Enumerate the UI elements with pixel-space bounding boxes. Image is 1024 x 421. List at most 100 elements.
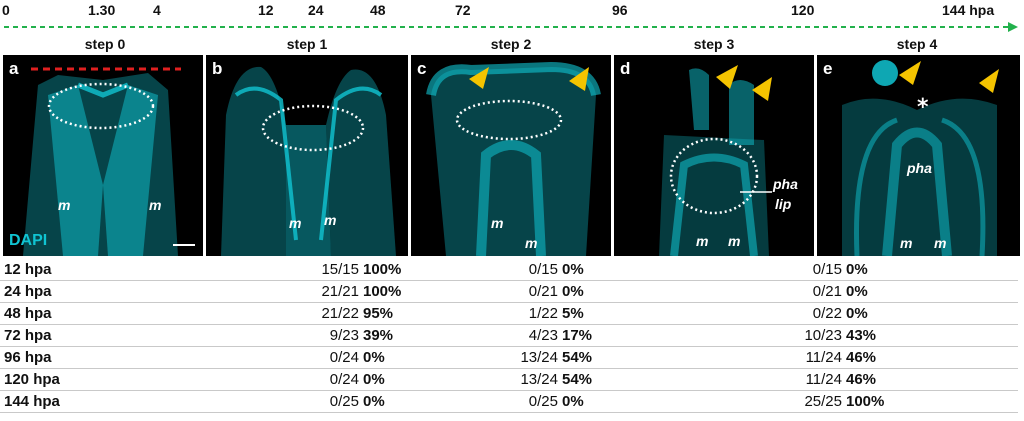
timeline-label: 96 (612, 2, 628, 18)
table-cell-s1-pct: 0% (363, 390, 463, 413)
mesoderm-label: m (324, 212, 337, 228)
mesoderm-label: m (900, 235, 913, 251)
results-table: 12 hpa 15/15 100% 0/15 0% 0/15 0% 24 hpa 21/21 10… (0, 259, 1018, 413)
panel-d: d pha lip m m (614, 55, 814, 256)
table-cell-s3-pct: 43% (846, 324, 1018, 347)
table-cell-s3-count: 10/23 (742, 324, 846, 347)
mesoderm-label: m (491, 215, 504, 231)
panel-e: e * pha m m (817, 55, 1020, 256)
asterisk-marker: * (917, 95, 929, 120)
table-cell-s2-count: 0/21 (463, 280, 562, 303)
table-cell-time: 96 hpa (0, 346, 144, 369)
panel-letter: d (620, 59, 631, 78)
table-cell-s2-pct: 54% (562, 368, 742, 391)
table-cell-s1-count: 0/24 (144, 346, 363, 369)
table-row: 48 hpa 21/22 95% 1/22 5% 0/22 0% (0, 302, 1018, 325)
panel-letter: a (9, 59, 19, 78)
table-cell-s3-pct: 100% (846, 390, 1018, 413)
table-cell-s3-count: 0/15 (742, 259, 846, 281)
table-cell-s1-count: 9/23 (144, 324, 363, 347)
table-cell-s1-count: 0/24 (144, 368, 363, 391)
stain-label: DAPI (9, 232, 48, 249)
table-cell-s1-pct: 95% (363, 302, 463, 325)
table-cell-s3-pct: 46% (846, 368, 1018, 391)
mesoderm-label: m (934, 235, 947, 251)
micrograph-d (659, 65, 772, 256)
table-cell-s1-pct: 0% (363, 368, 463, 391)
timeline-label: 0 (2, 2, 10, 18)
step-title: step 0 (84, 36, 126, 52)
timeline-label: 72 (455, 2, 471, 18)
mesoderm-label: m (728, 233, 741, 249)
table-cell-s2-count: 0/25 (463, 390, 562, 413)
micrograph-b (221, 66, 396, 256)
pharynx-label: pha (907, 160, 932, 176)
mesoderm-label: m (696, 233, 709, 249)
timeline-label: 1.30 (88, 2, 116, 18)
table-cell-time: 48 hpa (0, 302, 144, 325)
pharynx-label: pha (773, 176, 798, 192)
table-cell-s1-pct: 100% (363, 259, 463, 281)
table-cell-s2-count: 4/23 (463, 324, 562, 347)
table-cell-s2-pct: 54% (562, 346, 742, 369)
table-cell-s2-count: 0/15 (463, 259, 562, 281)
table-cell-s1-count: 15/15 (144, 259, 363, 281)
mesoderm-label: m (149, 197, 162, 213)
lip-label: lip (775, 196, 792, 212)
timeline-label: 24 (308, 2, 324, 18)
step-title: step 3 (693, 36, 735, 52)
mesoderm-label: m (525, 235, 538, 251)
table-cell-time: 72 hpa (0, 324, 144, 347)
table-cell-s3-count: 11/24 (742, 368, 846, 391)
table-cell-s3-count: 0/22 (742, 302, 846, 325)
panel-a: a m m DAPI (3, 55, 203, 256)
table-cell-s3-count: 25/25 (742, 390, 846, 413)
table-cell-s1-count: 0/25 (144, 390, 363, 413)
table-cell-s2-pct: 0% (562, 280, 742, 303)
panel-letter: e (823, 59, 833, 78)
table-cell-time: 24 hpa (0, 280, 144, 303)
table-cell-s2-pct: 17% (562, 324, 742, 347)
table-cell-s2-count: 13/24 (463, 368, 562, 391)
table-cell-s2-count: 13/24 (463, 346, 562, 369)
table-cell-s2-count: 1/22 (463, 302, 562, 325)
table-cell-time: 120 hpa (0, 368, 144, 391)
panel-letter: c (417, 59, 427, 78)
step-title: step 4 (896, 36, 938, 52)
micrograph-e (842, 60, 999, 256)
mesoderm-label: m (289, 215, 302, 231)
timeline-label: 4 (153, 2, 161, 18)
table-cell-s1-pct: 0% (363, 346, 463, 369)
table-row: 12 hpa 15/15 100% 0/15 0% 0/15 0% (0, 259, 1018, 281)
table-cell-s2-pct: 0% (562, 390, 742, 413)
timeline-label: 48 (370, 2, 386, 18)
table-cell-s2-pct: 5% (562, 302, 742, 325)
table-row: 144 hpa 0/25 0% 0/25 0% 25/25 100% (0, 390, 1018, 413)
table-cell-time: 12 hpa (0, 259, 144, 281)
panel-b: b m m (206, 55, 408, 256)
table-cell-s3-pct: 0% (846, 302, 1018, 325)
timeline-label: 12 (258, 2, 274, 18)
table-cell-s1-pct: 39% (363, 324, 463, 347)
timeline-label: 120 (791, 2, 815, 18)
timeline-arrow (4, 22, 1018, 32)
table-row: 24 hpa 21/21 100% 0/21 0% 0/21 0% (0, 280, 1018, 303)
table-row: 120 hpa 0/24 0% 13/24 54% 11/24 46% (0, 368, 1018, 391)
step-title: step 2 (490, 36, 532, 52)
table-row: 72 hpa 9/23 39% 4/23 17% 10/23 43% (0, 324, 1018, 347)
mesoderm-label: m (58, 197, 71, 213)
table-cell-s2-pct: 0% (562, 259, 742, 281)
micrograph-a (23, 67, 195, 256)
table-cell-s3-pct: 46% (846, 346, 1018, 369)
table-cell-s3-count: 11/24 (742, 346, 846, 369)
micrograph-c (426, 61, 601, 256)
table-cell-s1-count: 21/21 (144, 280, 363, 303)
table-row: 96 hpa 0/24 0% 13/24 54% 11/24 46% (0, 346, 1018, 369)
step-title: step 1 (286, 36, 328, 52)
panel-letter: b (212, 59, 223, 78)
table-cell-s1-pct: 100% (363, 280, 463, 303)
panel-c: c m m (411, 55, 611, 256)
table-cell-s3-pct: 0% (846, 259, 1018, 281)
table-cell-s3-count: 0/21 (742, 280, 846, 303)
table-cell-time: 144 hpa (0, 390, 144, 413)
